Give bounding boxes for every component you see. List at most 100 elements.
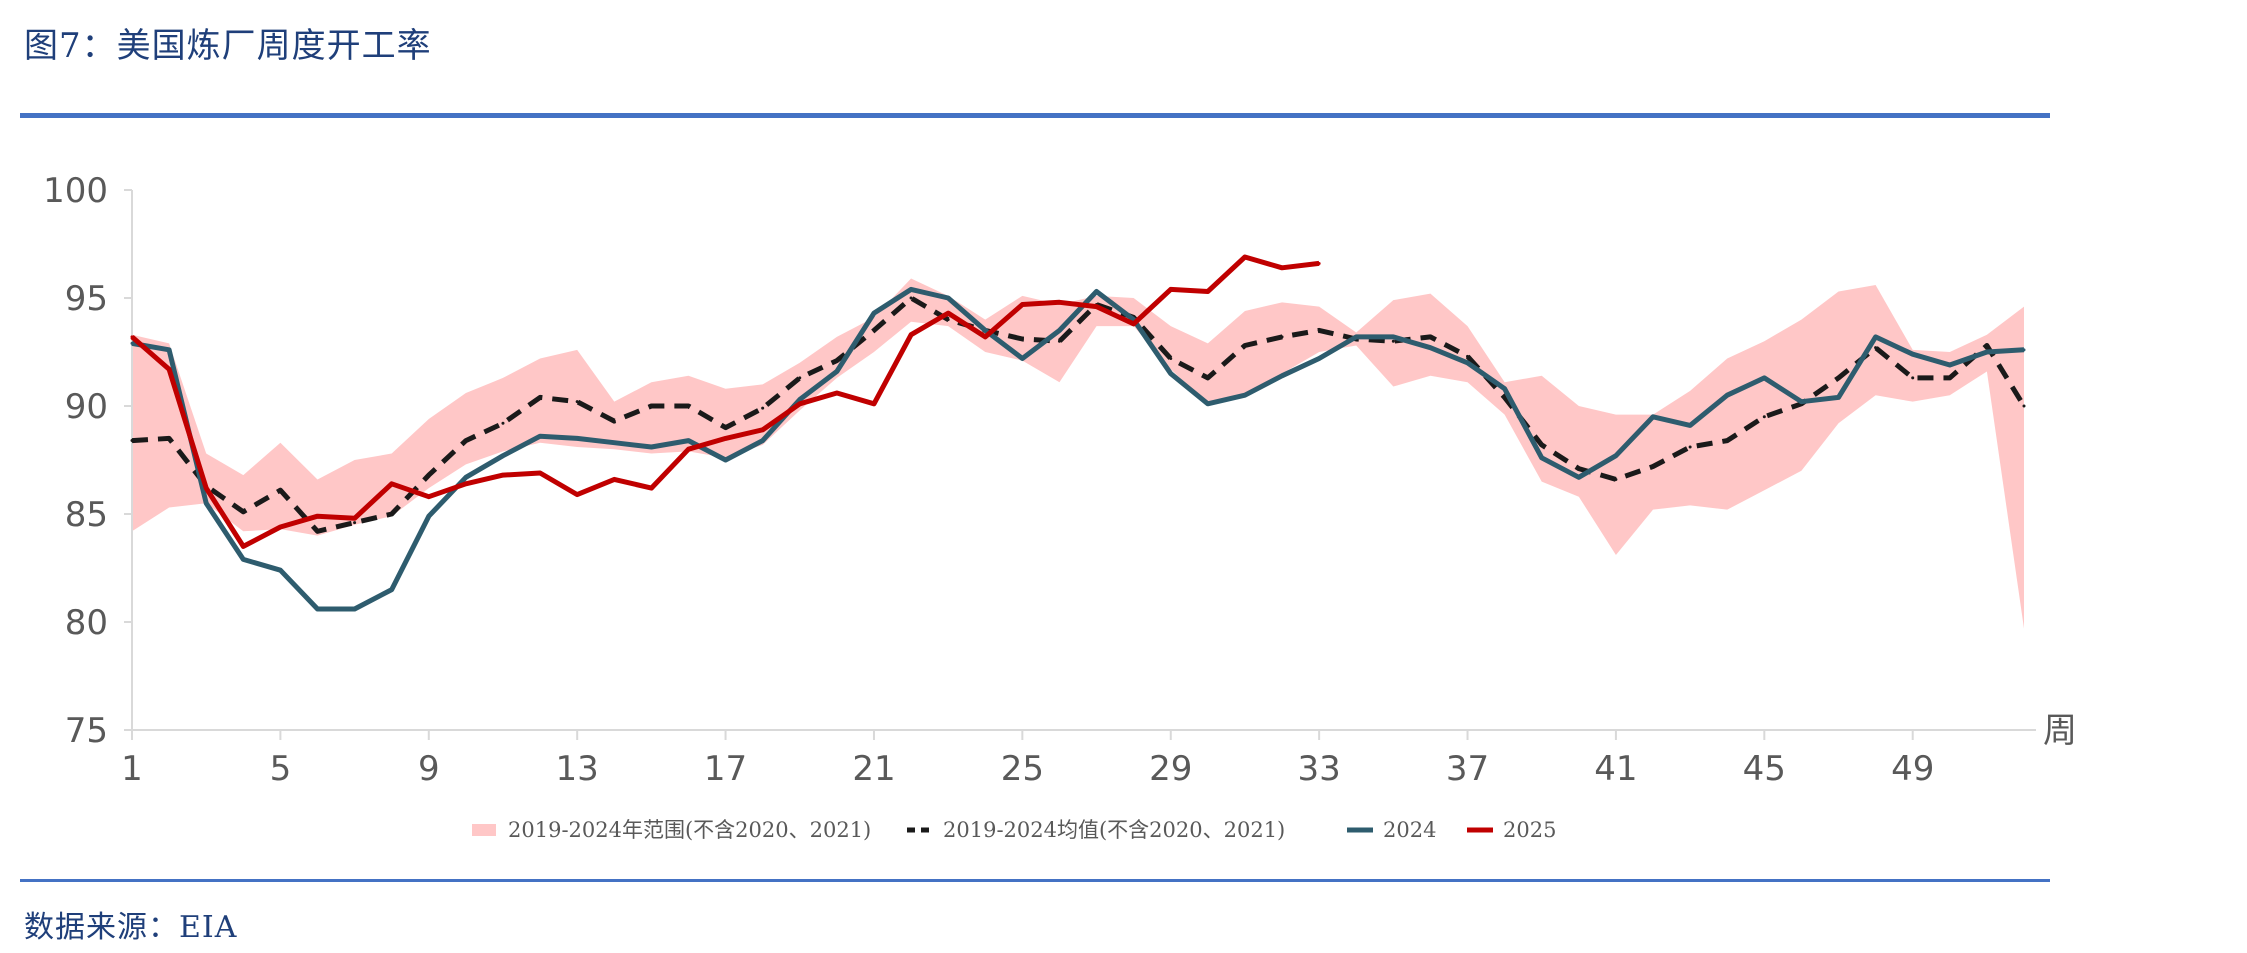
series-1-point <box>909 287 913 291</box>
series-2-point <box>538 471 542 475</box>
series-0-point <box>761 406 765 410</box>
series-0-point <box>1577 467 1581 471</box>
series-2-point <box>835 391 839 395</box>
series-0-point <box>1651 464 1655 468</box>
series-1-point <box>575 436 579 440</box>
series-0-point <box>538 395 542 399</box>
series-0-point <box>1169 356 1173 360</box>
x-tick-label: 41 <box>1594 749 1637 789</box>
series-0-point <box>501 421 505 425</box>
series-1-point <box>724 458 728 462</box>
series-1-point <box>798 398 802 402</box>
series-2-point <box>724 436 728 440</box>
series-2-point <box>649 486 653 490</box>
series-1-point <box>204 501 208 505</box>
x-tick-label: 49 <box>1891 749 1934 789</box>
series-0-point <box>1391 339 1395 343</box>
x-tick-label: 5 <box>270 749 292 789</box>
x-tick-label: 17 <box>704 749 747 789</box>
series-2-point <box>241 544 245 548</box>
x-tick-label: 33 <box>1298 749 1341 789</box>
series-0-point <box>1688 445 1692 449</box>
series-1-point <box>835 369 839 373</box>
series-2-point <box>761 428 765 432</box>
series-2-point <box>1020 302 1024 306</box>
legend-swatch <box>472 824 496 836</box>
series-0-point <box>1837 376 1841 380</box>
legend-item-2: 2024 <box>1347 818 1436 842</box>
series-2-point <box>130 335 134 339</box>
x-tick-label: 13 <box>556 749 599 789</box>
series-0-point <box>1317 328 1321 332</box>
legend-item-1: 2019-2024均值(不含2020、2021) <box>907 818 1285 842</box>
series-0-point <box>1762 415 1766 419</box>
series-1-point <box>1169 372 1173 376</box>
series-0-point <box>1020 337 1024 341</box>
tick-labels-layer: 75 80 85 90 95 100 1 5 9 13 17 21 25 29 33 37 41 45 49 周 <box>43 171 2077 789</box>
series-0-point <box>1614 477 1618 481</box>
axes-layer <box>124 189 2036 740</box>
series-0-point <box>315 529 319 533</box>
series-1-point <box>1280 374 1284 378</box>
series-0-point <box>427 473 431 477</box>
series-0-point <box>1057 339 1061 343</box>
series-0-point <box>1948 376 1952 380</box>
series-0-point <box>278 488 282 492</box>
legend-label: 2019-2024年范围(不含2020、2021) <box>508 818 871 842</box>
series-2-point <box>983 335 987 339</box>
series-2-point <box>167 367 171 371</box>
series-1-point <box>1725 393 1729 397</box>
series-0-point <box>1874 346 1878 350</box>
series-1-point <box>1651 415 1655 419</box>
series-2-point <box>1169 287 1173 291</box>
range-band-area <box>132 278 2024 629</box>
series-2-point <box>353 516 357 520</box>
series-1-point <box>1688 423 1692 427</box>
series-2-point <box>1095 305 1099 309</box>
series-1-point <box>315 607 319 611</box>
title-divider <box>20 113 2050 118</box>
series-1-point <box>649 445 653 449</box>
series-2-point <box>575 493 579 497</box>
y-tick-label: 90 <box>65 387 108 427</box>
series-2-point <box>390 482 394 486</box>
series-0-point <box>1280 335 1284 339</box>
series-1-point <box>1317 356 1321 360</box>
series-1-point <box>1020 356 1024 360</box>
series-0-point <box>1243 344 1247 348</box>
series-0-point <box>1725 439 1729 443</box>
x-tick-label: 25 <box>1001 749 1044 789</box>
series-0-point <box>612 419 616 423</box>
series-1-point <box>1948 363 1952 367</box>
series-2-point <box>1132 322 1136 326</box>
series-2-point <box>686 447 690 451</box>
series-2-point <box>501 473 505 477</box>
legend: 2019-2024年范围(不含2020、2021) 2019-2024均值(不含2… <box>472 818 1556 842</box>
series-0-point <box>241 510 245 514</box>
series-1-point <box>1614 454 1618 458</box>
series-2-point <box>872 402 876 406</box>
legend-label: 2024 <box>1383 818 1436 842</box>
series-2-point <box>1206 290 1210 294</box>
figure-title: 图7：美国炼厂周度开工率 <box>24 26 432 66</box>
series-0-point <box>464 439 468 443</box>
series-0-point <box>353 521 357 525</box>
series-1-point <box>872 311 876 315</box>
footer-divider <box>20 879 2050 882</box>
series-2-point <box>204 486 208 490</box>
series-0-point <box>167 436 171 440</box>
series-0-point <box>1540 443 1544 447</box>
series-1-point <box>1837 395 1841 399</box>
series-0-point <box>1985 344 1989 348</box>
series-1-point <box>1243 393 1247 397</box>
series-1-point <box>686 439 690 443</box>
series-1-point <box>390 588 394 592</box>
y-tick-label: 95 <box>65 279 108 319</box>
series-1-point <box>946 296 950 300</box>
series-line-1 <box>131 286 2025 612</box>
series-0-point <box>390 512 394 516</box>
series-0-point <box>130 439 134 443</box>
series-1-point <box>1503 387 1507 391</box>
series-0-point <box>909 296 913 300</box>
series-1-point <box>1354 335 1358 339</box>
